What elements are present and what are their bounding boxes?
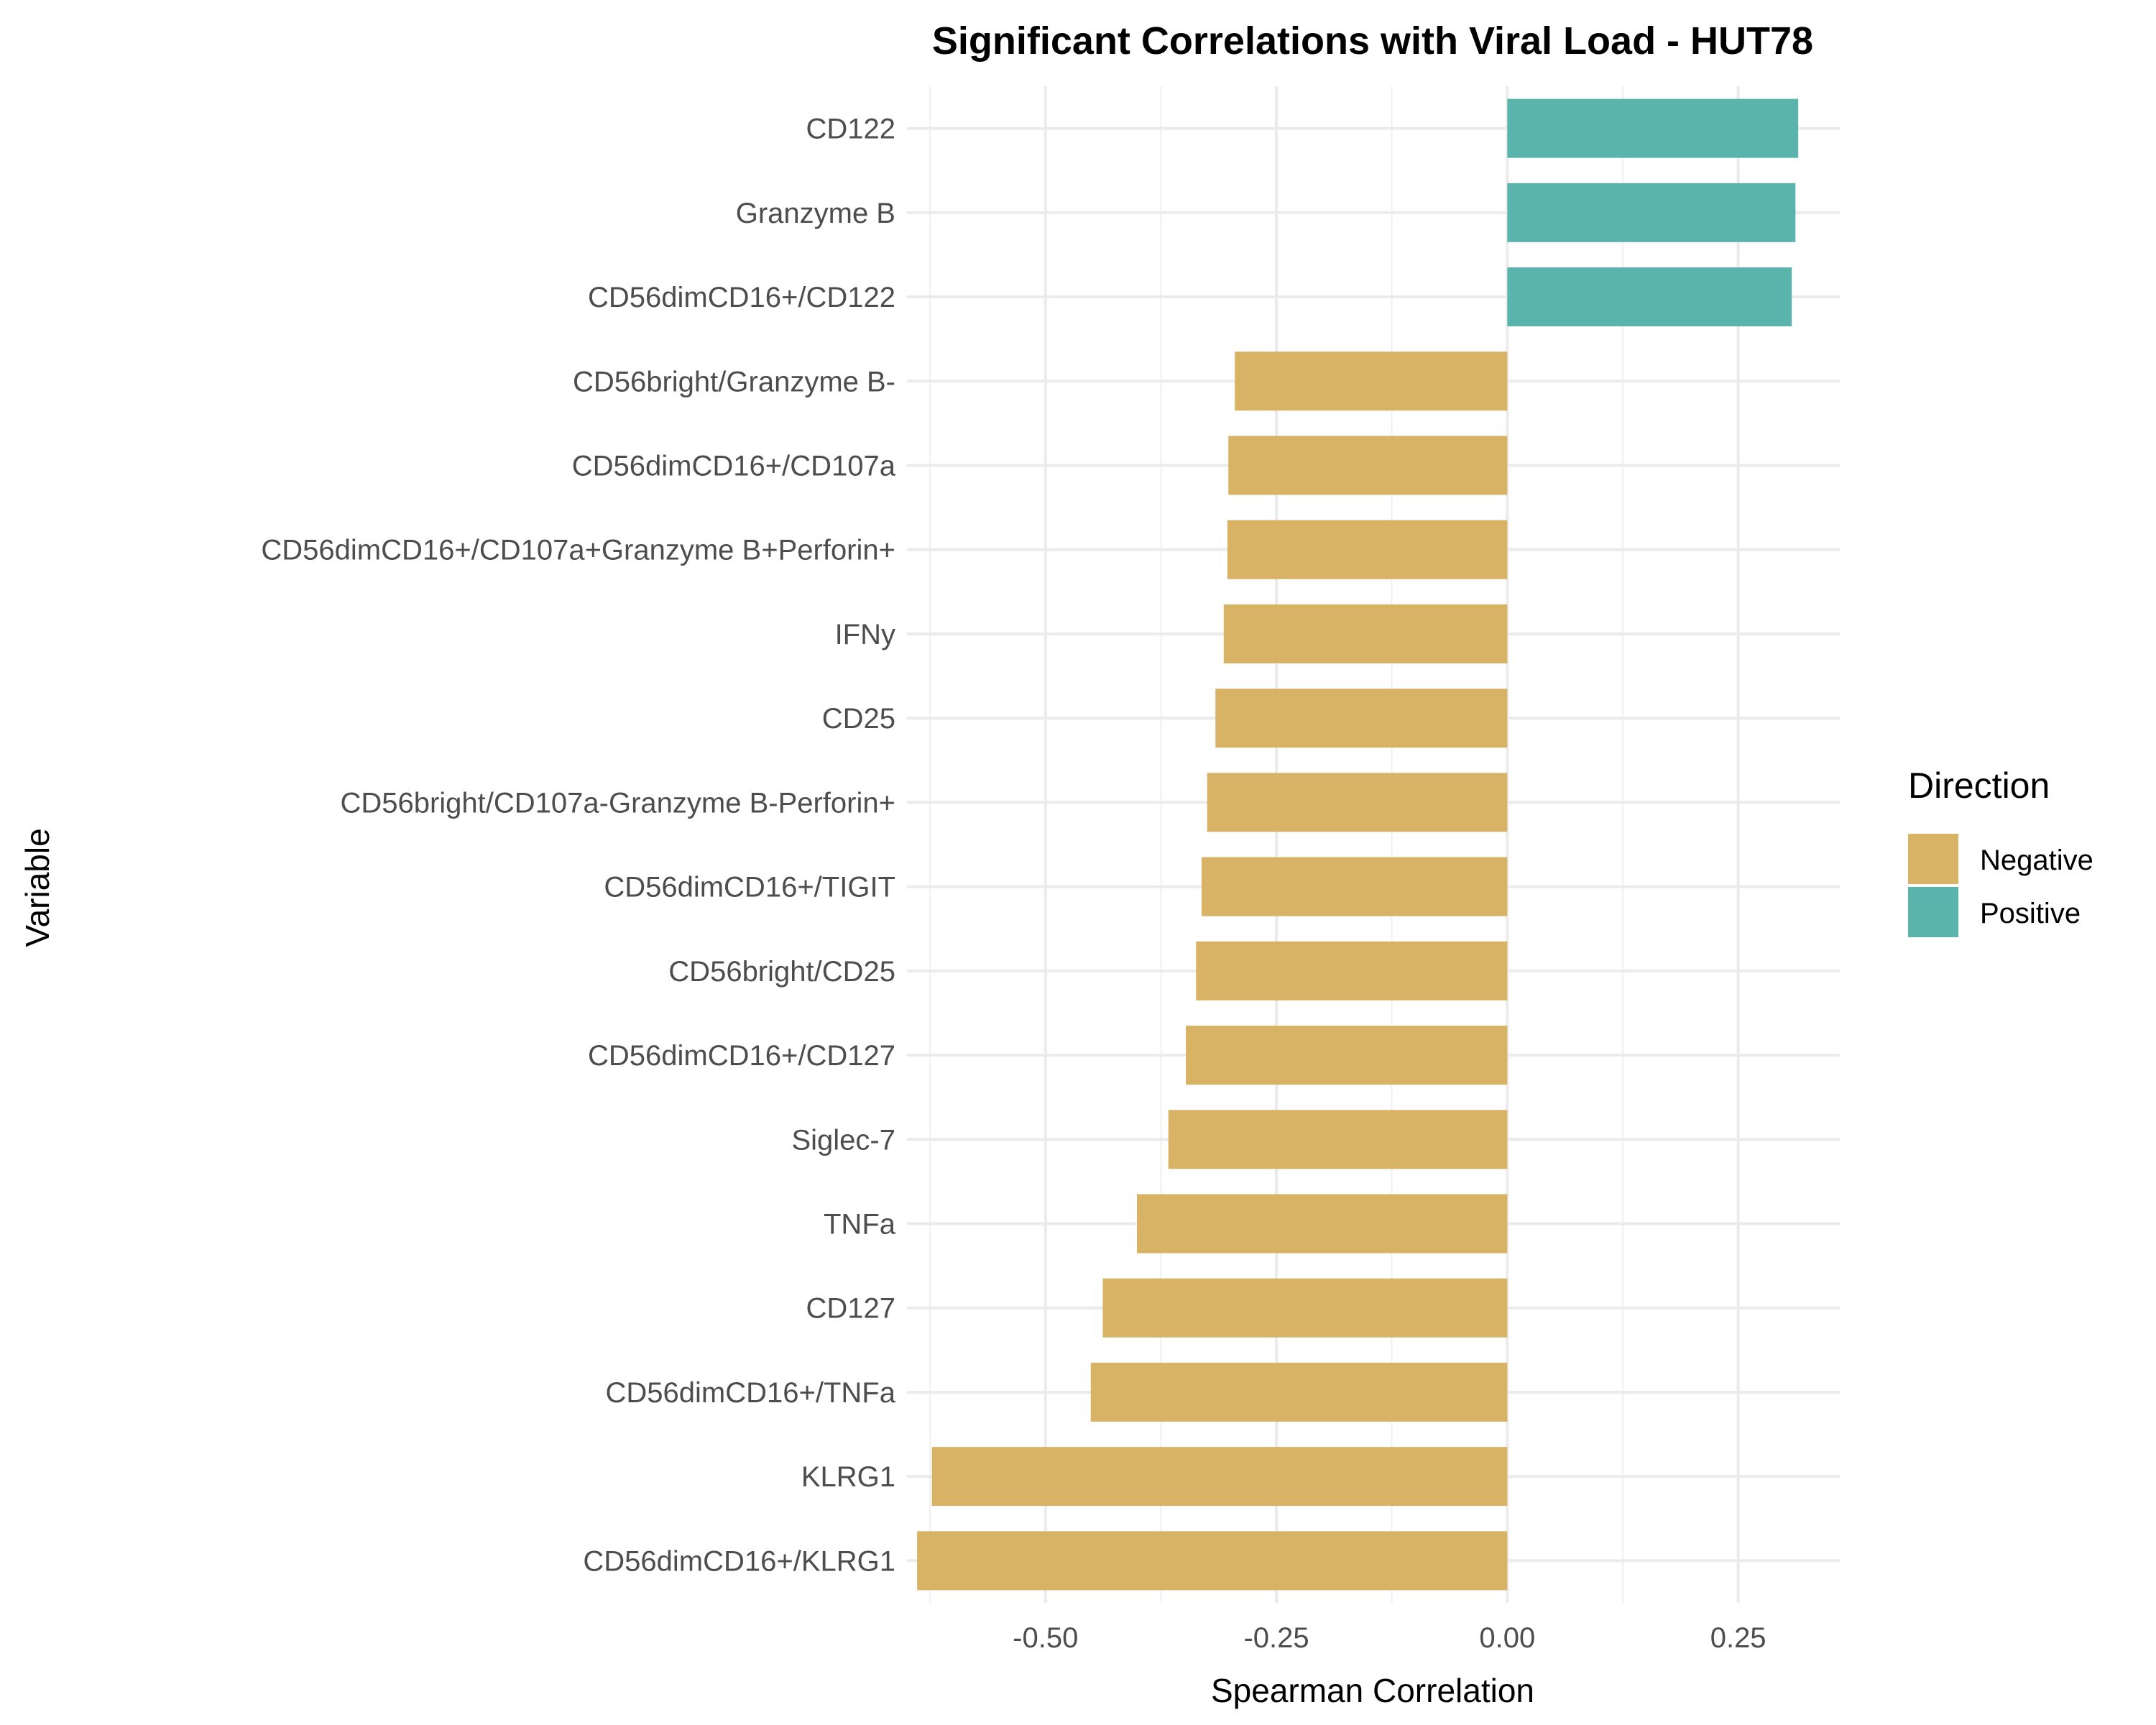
- y-tick-label: CD127: [806, 1293, 895, 1325]
- y-tick-label: IFNy: [835, 619, 895, 650]
- bar: [1207, 773, 1508, 832]
- bar: [1102, 1278, 1508, 1338]
- x-tick-label: 0.00: [1479, 1622, 1535, 1654]
- bar: [1168, 1110, 1508, 1169]
- bar: [1227, 520, 1508, 579]
- x-tick-label: -0.25: [1243, 1622, 1309, 1654]
- y-tick-label: CD56dimCD16+/CD122: [588, 282, 895, 313]
- y-tick-label: CD56dimCD16+/CD107a: [572, 451, 896, 482]
- x-axis-title: Spearman Correlation: [1211, 1672, 1534, 1709]
- bar: [1090, 1362, 1508, 1422]
- legend-label: Positive: [1980, 898, 2081, 929]
- y-tick-label: TNFa: [824, 1209, 896, 1241]
- y-tick-label: CD56dimCD16+/CD107a+Granzyme B+Perforin+: [261, 535, 895, 566]
- bar: [1196, 941, 1508, 1000]
- bar: [1507, 183, 1796, 242]
- bar: [1507, 98, 1799, 158]
- bar: [1186, 1026, 1508, 1085]
- bars: [917, 98, 1799, 1591]
- x-tick-label: 0.25: [1710, 1622, 1766, 1654]
- legend-swatch: [1908, 834, 1958, 884]
- bar: [917, 1531, 1508, 1591]
- bar: [1223, 604, 1508, 663]
- y-axis-title: Variable: [19, 828, 56, 947]
- y-tick-label: CD56dimCD16+/TIGIT: [604, 872, 895, 903]
- legend-swatch: [1908, 887, 1958, 937]
- bar: [1201, 857, 1508, 916]
- y-tick-label: CD56bright/CD25: [668, 956, 895, 988]
- y-tick-label: CD56bright/CD107a-Granzyme B-Perforin+: [340, 787, 895, 819]
- bar: [1215, 689, 1508, 748]
- x-tick-label: -0.50: [1013, 1622, 1078, 1654]
- bar: [1507, 267, 1792, 327]
- y-tick-label: Granzyme B: [736, 198, 895, 229]
- y-tick-label: KLRG1: [801, 1461, 895, 1493]
- bar: [1235, 351, 1508, 411]
- y-tick-label: CD122: [806, 114, 895, 145]
- chart-title: Significant Correlations with Viral Load…: [932, 19, 1813, 63]
- y-tick-label: Siglec-7: [791, 1124, 895, 1156]
- y-tick-label: CD56dimCD16+/TNFa: [606, 1377, 896, 1409]
- y-tick-labels: CD122 Granzyme B CD56dimCD16+/CD122 CD56bri…: [261, 114, 895, 1578]
- y-tick-label: CD56dimCD16+/CD127: [588, 1040, 895, 1072]
- y-tick-label: CD25: [822, 703, 895, 735]
- x-tick-labels: -0.50 -0.25 0.00 0.25: [1013, 1622, 1766, 1654]
- bar: [931, 1447, 1508, 1506]
- bar: [1228, 436, 1508, 495]
- y-tick-label: CD56bright/Granzyme B-: [573, 366, 895, 397]
- legend-title: Direction: [1908, 765, 2050, 806]
- bar: [1137, 1194, 1508, 1254]
- y-tick-label: CD56dimCD16+/KLRG1: [583, 1545, 895, 1577]
- legend-label: Negative: [1980, 845, 2093, 876]
- legend: Direction Negative Positive: [1908, 765, 2093, 937]
